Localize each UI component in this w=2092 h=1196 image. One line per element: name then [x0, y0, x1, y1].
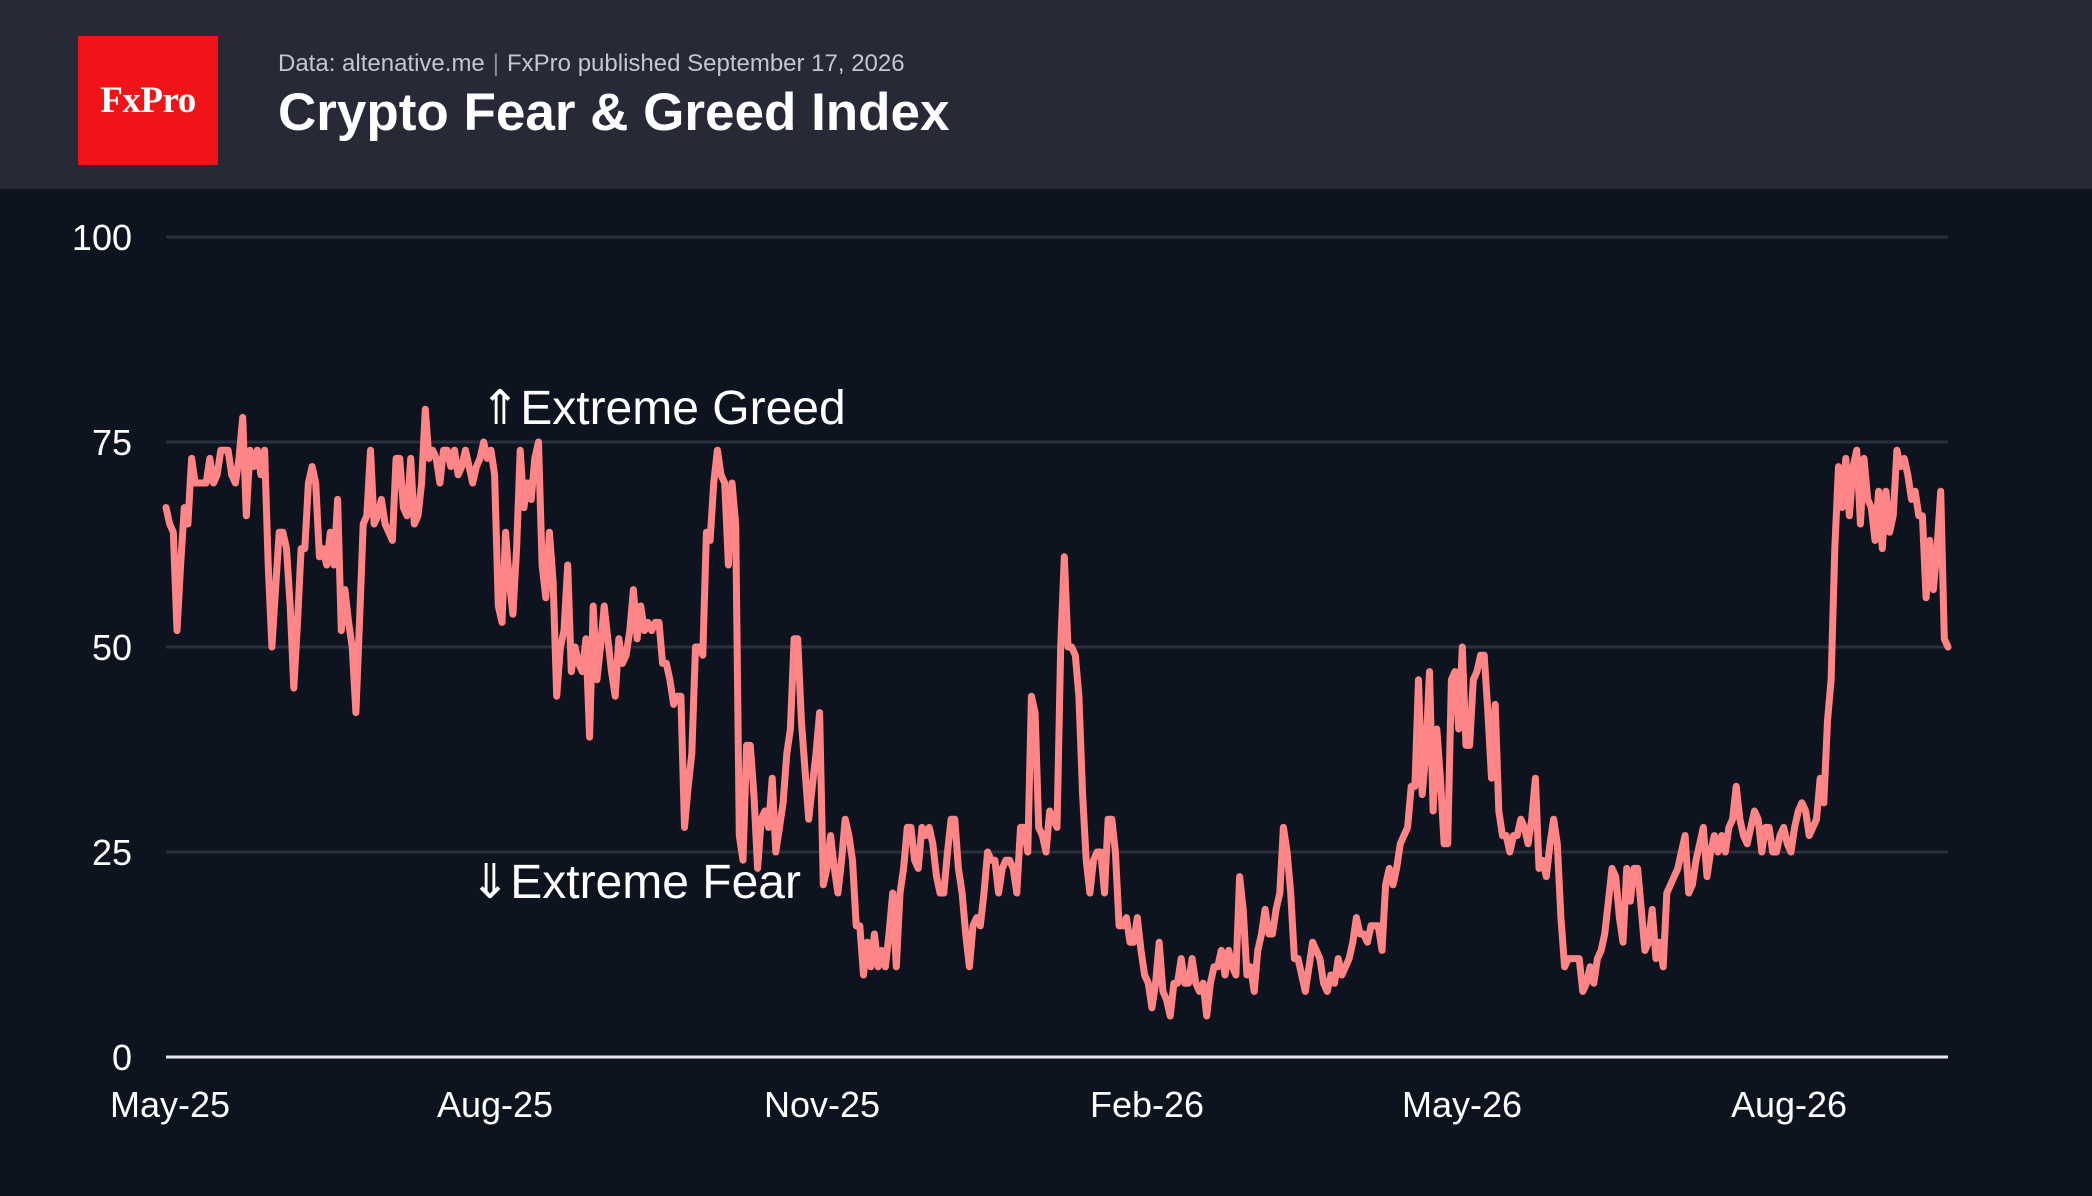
x-tick-label: Aug-26 — [1731, 1084, 1847, 1125]
y-tick-label: 25 — [92, 832, 132, 873]
y-tick-label: 100 — [72, 217, 132, 258]
y-axis-ticks: 0 25 50 75 100 — [72, 217, 132, 1078]
series-layer — [162, 405, 1952, 1020]
chart-title: Crypto Fear & Greed Index — [278, 83, 950, 142]
fxpro-logo: FxPro — [78, 36, 218, 165]
x-tick-label: Feb-26 — [1090, 1084, 1204, 1125]
extreme-fear-annotation: ⇓Extreme Fear — [470, 856, 801, 909]
grid-lines — [166, 235, 1948, 1059]
annotations: ⇑Extreme Greed ⇓Extreme Fear — [470, 382, 846, 909]
source-line: Data: altenative.me | FxPro published Sept… — [278, 50, 905, 78]
y-tick-label: 75 — [92, 422, 132, 463]
header-bar: FxPro Data: altenative.me | FxPro publishe… — [0, 0, 2092, 189]
x-tick-label: Aug-25 — [437, 1084, 553, 1125]
x-tick-label: May-25 — [110, 1084, 230, 1125]
y-tick-label: 50 — [92, 627, 132, 668]
separator: | — [492, 50, 500, 77]
x-axis-ticks: May-25 Aug-25 Nov-25 Feb-26 May-26 Aug-26 — [110, 1084, 1847, 1125]
data-source: Data: altenative.me — [278, 50, 485, 77]
x-tick-label: May-26 — [1402, 1084, 1522, 1125]
y-tick-label: 0 — [112, 1037, 132, 1078]
x-tick-label: Nov-25 — [764, 1084, 880, 1125]
published-date: FxPro published September 17, 2026 — [507, 50, 905, 77]
series-line-0 — [162, 405, 1952, 1020]
extreme-greed-annotation: ⇑Extreme Greed — [480, 382, 846, 435]
logo-text: FxPro — [100, 80, 196, 121]
